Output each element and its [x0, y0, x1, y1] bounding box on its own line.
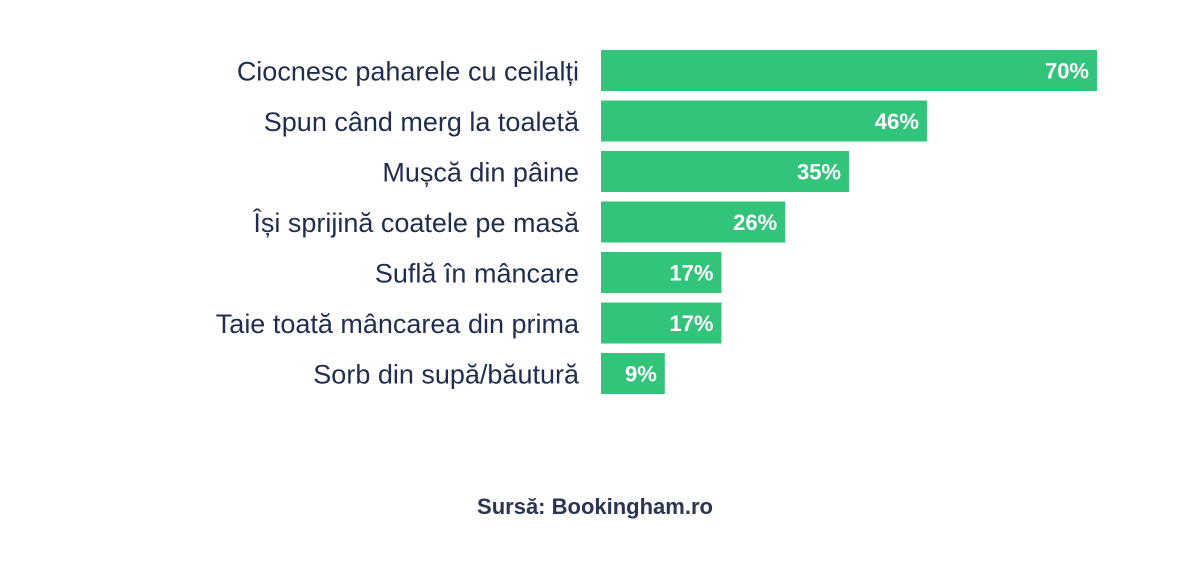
value-label: 26% — [733, 210, 777, 235]
category-label: Spun când merg la toaletă — [264, 107, 580, 137]
bar — [601, 302, 722, 344]
source-note: Sursă: Bookingham.ro — [477, 494, 713, 519]
value-label: 17% — [669, 261, 713, 286]
category-label: Ciocnesc paharele cu ceilalți — [237, 57, 579, 87]
bar — [601, 252, 722, 293]
category-label: Sorb din supă/băutură — [313, 360, 580, 390]
bar — [601, 201, 786, 243]
value-label: 70% — [1045, 59, 1089, 84]
bar — [601, 100, 927, 142]
bar — [601, 151, 849, 192]
category-label: Mușcă din pâine — [382, 158, 579, 188]
value-label: 9% — [625, 362, 657, 387]
value-label: 17% — [669, 311, 713, 336]
bar — [601, 353, 665, 394]
bar — [601, 50, 1097, 91]
category-label: Taie toată mâncarea din prima — [216, 309, 580, 339]
category-label: Suflă în mâncare — [375, 259, 579, 289]
value-label: 35% — [797, 160, 841, 185]
value-label: 46% — [875, 109, 919, 134]
category-label: Își sprijină coatele pe masă — [252, 207, 580, 238]
